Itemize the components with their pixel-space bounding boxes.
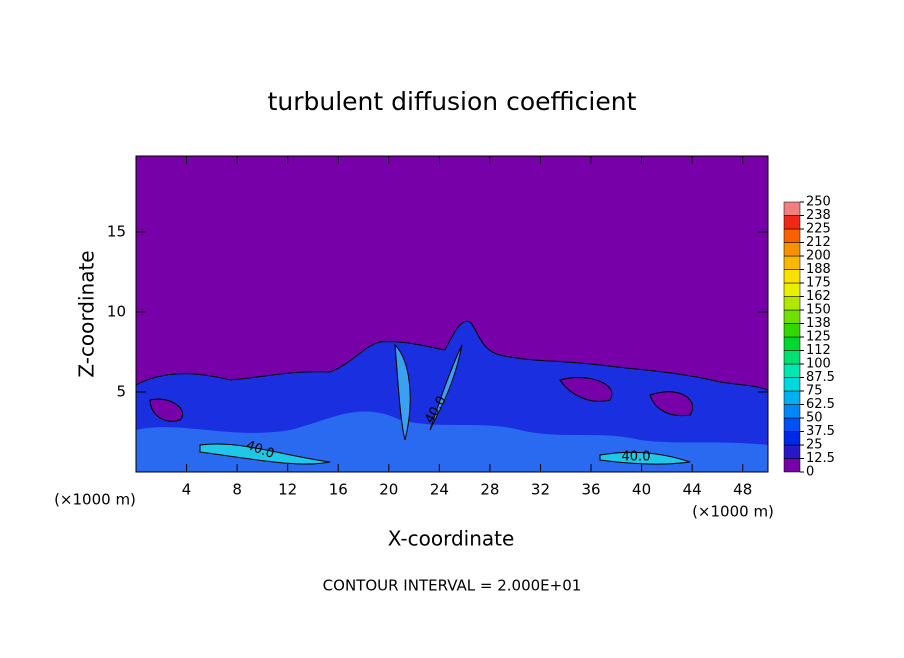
colorbar-label: 162 [806,289,831,304]
colorbar-label: 0 [806,465,814,480]
colorbar-band [783,215,801,230]
colorbar-label: 50 [806,411,823,426]
colorbar-label: 238 [806,208,831,223]
colorbar-label: 37.5 [806,424,835,439]
x-tick-label: 16 [329,481,348,499]
colorbar-band [783,363,801,378]
colorbar-label: 125 [806,330,831,345]
x-tick-label: 40 [632,481,651,499]
colorbar-label: 87.5 [806,370,835,385]
colorbar-band [783,242,801,257]
y-tick-label: 15 [107,223,126,241]
plot-area [135,155,769,473]
colorbar-label: 25 [806,438,823,453]
colorbar-label: 112 [806,343,831,358]
x-tick-label: 8 [232,481,242,499]
x-tick-label: 44 [683,481,702,499]
x-tick-label: 28 [480,481,499,499]
y-axis-label: Z-coordinate [75,250,99,377]
x-tick-label: 20 [379,481,398,499]
x-tick-label: 32 [531,481,550,499]
contour-label: 40.0 [622,450,651,465]
colorbar-band [783,255,801,270]
y-tick-label: 10 [107,303,126,321]
field-hole [149,377,693,422]
plot-frame [135,155,769,473]
footer-note: CONTOUR INTERVAL = 2.000E+01 [323,577,582,595]
colorbar-band [783,458,801,473]
colorbar-band [783,336,801,351]
x-unit: (×1000 m) [54,491,136,509]
colorbar-band [783,228,801,243]
x-axis-label: X-coordinate [388,527,515,551]
colorbar-label: 150 [806,303,831,318]
colorbar-label: 200 [806,249,831,264]
colorbar-label: 225 [806,222,831,237]
colorbar-band [783,282,801,297]
x-tick-label: 24 [430,481,449,499]
x-unit: (×1000 m) [692,503,774,521]
colorbar-band [783,390,801,405]
colorbar-label: 175 [806,276,831,291]
colorbar-band [783,201,801,216]
colorbar-band [783,431,801,446]
colorbar-label: 138 [806,316,831,331]
field-streak [394,343,411,441]
field-streak [599,451,691,465]
colorbar-band [783,377,801,392]
x-tick-label: 36 [581,481,600,499]
x-tick-label: 4 [182,481,192,499]
colorbar-label: 75 [806,384,823,399]
field-streak [429,344,463,431]
x-tick-label: 48 [733,481,752,499]
colorbar-label: 188 [806,262,831,277]
colorbar-label: 250 [806,195,831,210]
colorbar-band [783,350,801,365]
x-tick-label: 12 [278,481,297,499]
y-tick-label: 5 [116,383,126,401]
colorbar-band [783,296,801,311]
chart-title: turbulent diffusion coefficient [268,87,637,116]
colorbar-band [783,269,801,284]
colorbar-label: 212 [806,235,831,250]
colorbar-band [783,323,801,338]
colorbar-label: 62.5 [806,397,835,412]
colorbar-band [783,417,801,432]
colorbar-band [783,404,801,419]
colorbar-band [783,309,801,324]
field-streak [199,443,331,465]
colorbar-label: 100 [806,357,831,372]
colorbar-band [783,444,801,459]
colorbar-label: 12.5 [806,451,835,466]
